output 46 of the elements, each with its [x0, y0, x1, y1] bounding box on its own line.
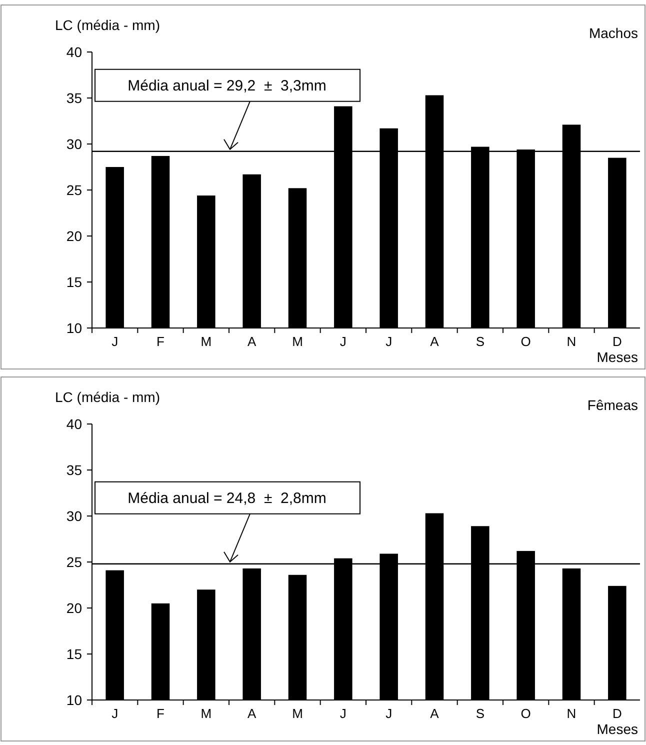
x-tick-label: J	[112, 706, 118, 721]
y-tick-label: 30	[66, 136, 82, 152]
y-tick-label: 15	[66, 646, 82, 662]
x-tick-label: M	[292, 334, 303, 349]
y-tick-label: 35	[66, 462, 82, 478]
y-tick-label: 10	[66, 692, 82, 708]
x-tick-label: J	[340, 334, 346, 349]
ref-line-label: Média anual = 24,8 ± 2,8mm	[128, 490, 326, 508]
chart-title: Machos	[588, 25, 638, 41]
x-tick-label: J	[386, 334, 392, 349]
x-tick-label: M	[292, 706, 303, 721]
y-tick-label: 20	[66, 600, 82, 616]
x-axis-title: Meses	[596, 721, 638, 737]
x-tick-label: A	[430, 334, 440, 349]
y-axis-title: LC (média - mm)	[55, 389, 160, 405]
chart-title: Fêmeas	[587, 397, 638, 413]
x-tick-label: O	[520, 706, 531, 721]
y-tick-label: 40	[66, 416, 82, 432]
x-tick-label: A	[247, 706, 256, 721]
x-tick-label: A	[430, 706, 440, 721]
y-tick-label: 35	[66, 90, 82, 106]
x-tick-label: J	[112, 334, 118, 349]
x-tick-label: A	[247, 334, 256, 349]
x-axis-title: Meses	[596, 349, 638, 365]
y-tick-label: 20	[66, 228, 82, 244]
y-tick-label: 10	[66, 320, 82, 336]
x-tick-label: D	[612, 334, 622, 349]
x-tick-label: J	[340, 706, 346, 721]
x-tick-label: J	[386, 706, 392, 721]
y-tick-label: 25	[66, 554, 82, 570]
x-tick-label: S	[476, 706, 485, 721]
x-tick-label: M	[200, 706, 212, 721]
x-tick-label: O	[520, 334, 531, 349]
x-tick-label: N	[566, 706, 576, 721]
x-tick-label: F	[156, 706, 165, 721]
ref-line-label: Média anual = 29,2 ± 3,3mm	[128, 78, 326, 95]
y-axis-title: LC (média - mm)	[55, 17, 160, 33]
x-tick-label: M	[200, 334, 212, 349]
y-tick-label: 15	[66, 274, 82, 290]
y-tick-label: 40	[66, 44, 82, 60]
x-tick-label: D	[612, 706, 622, 721]
x-tick-label: S	[476, 334, 485, 349]
x-tick-label: F	[156, 334, 165, 349]
y-tick-label: 30	[66, 508, 82, 524]
x-tick-label: N	[566, 334, 576, 349]
y-tick-label: 25	[66, 182, 82, 198]
